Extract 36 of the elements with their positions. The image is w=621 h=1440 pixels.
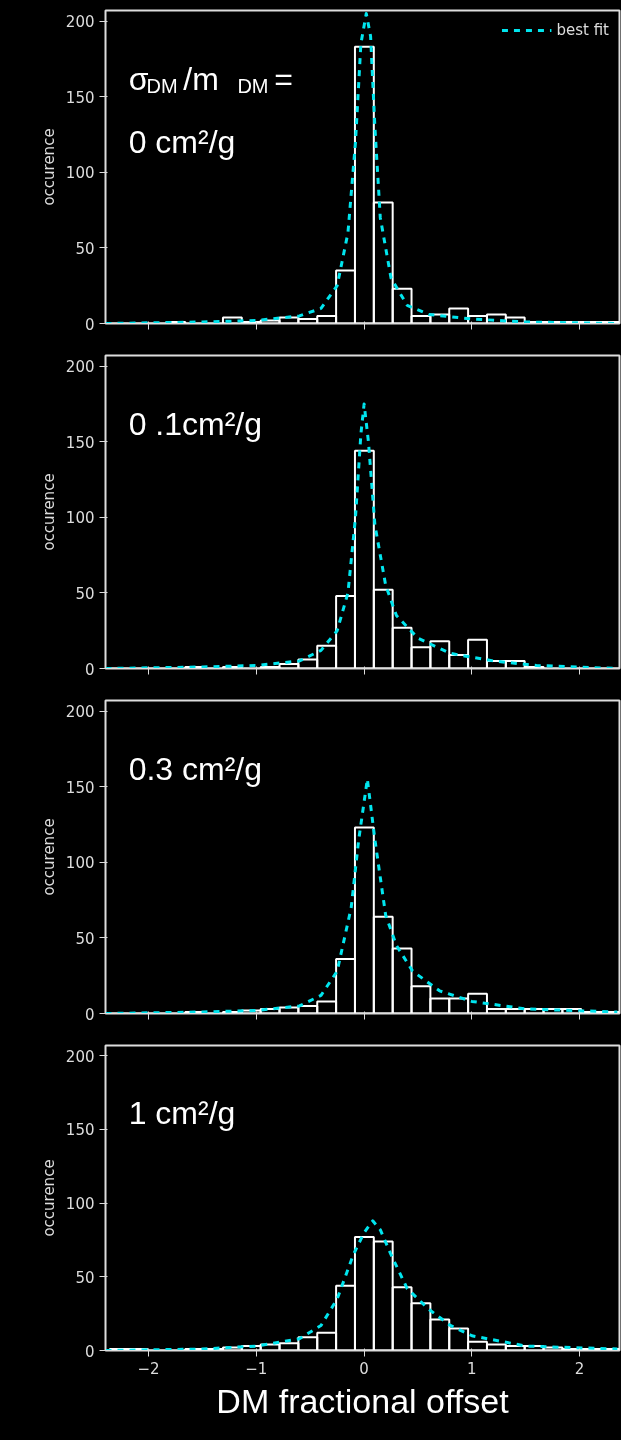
x-tick-label: 1 [467,1359,477,1378]
y-tick-label: 100 [65,854,95,873]
annotation: σDM/m DM = [128,61,293,98]
y-axis-title: occurence [39,1159,58,1237]
y-tick-label: 200 [65,13,95,32]
y-tick-label: 150 [65,433,95,452]
y-tick-label: 0 [84,315,95,334]
y-tick-label: 0 [84,660,95,679]
y-axis-title: occurence [39,128,58,206]
y-tick-label: 200 [65,703,95,722]
y-tick-label: 100 [65,164,95,183]
y-tick-label: 0 [84,1342,95,1361]
y-tick-label: 50 [75,1268,95,1287]
y-tick-label: 200 [65,358,95,377]
x-tick-label: 2 [574,1359,585,1378]
y-tick-label: 50 [75,929,95,948]
y-tick-label: 150 [65,778,95,797]
x-tick-label: 0 [359,1359,369,1378]
legend-label: best fit [556,21,609,39]
y-axis-title: occurence [39,818,58,896]
x-tick-label: −1 [245,1359,268,1378]
y-tick-label: 50 [75,584,95,603]
annotation: 0 .1cm²/g [128,406,263,443]
annotation: 0.3 cm²/g [128,751,263,788]
y-tick-label: 200 [65,1047,95,1066]
annotation: 1 cm²/g [128,1094,236,1131]
y-tick-label: 100 [65,509,95,528]
y-tick-label: 100 [65,1195,95,1214]
x-tick-label: −2 [137,1359,160,1378]
y-tick-label: 0 [84,1005,95,1024]
y-tick-label: 150 [65,88,95,107]
y-axis-title: occurence [39,473,58,551]
annotation: 0 cm²/g [128,123,236,160]
x-axis-title: DM fractional offset [216,1381,510,1420]
y-tick-label: 50 [75,239,95,258]
y-tick-label: 150 [65,1121,95,1140]
